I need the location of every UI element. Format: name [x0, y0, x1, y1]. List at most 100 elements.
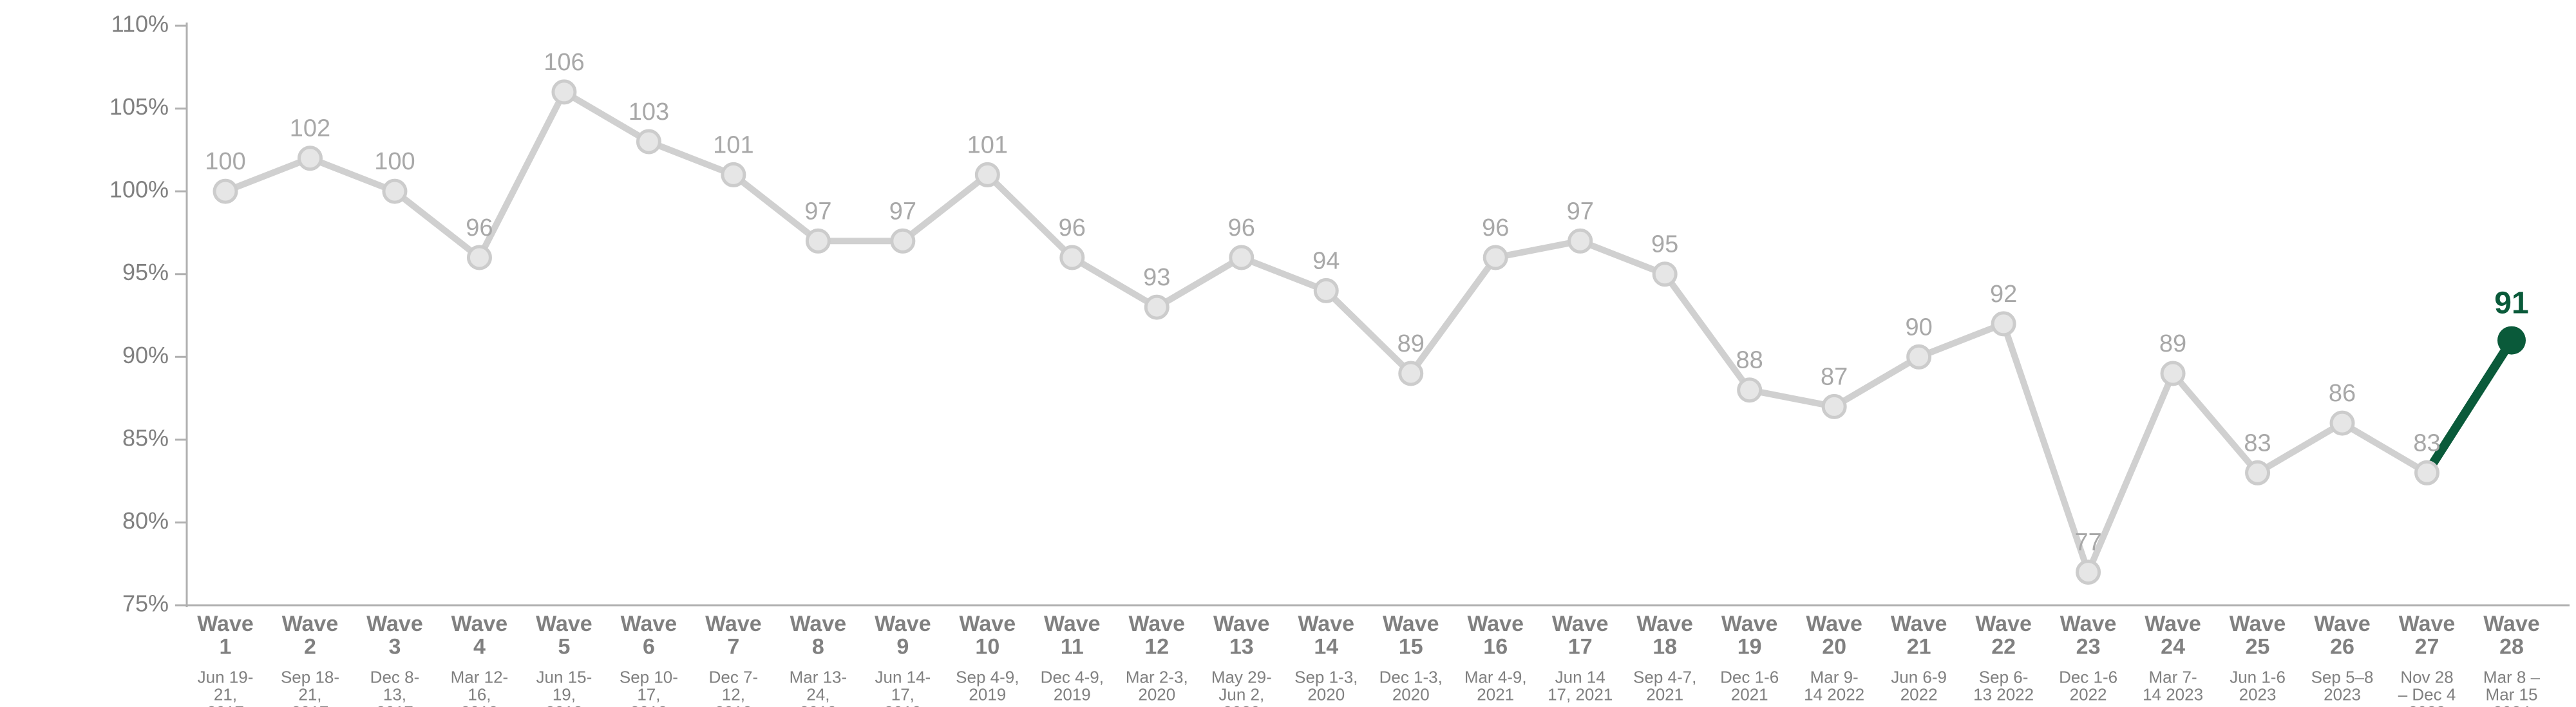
x-axis-wave-label: Wave	[790, 612, 847, 636]
wave-line-chart: 75%80%85%90%95%100%105%110%100Wave1Jun 1…	[0, 0, 2576, 707]
data-label: 96	[1482, 214, 1509, 241]
x-axis-date-label: Mar 8 –	[2483, 667, 2541, 686]
data-marker	[553, 81, 575, 103]
data-marker	[1400, 363, 1422, 384]
x-axis-wave-label: Wave	[960, 612, 1016, 636]
x-axis-date-label: 17, 2021	[1548, 685, 1613, 704]
x-axis-date-label: Sep 5–8	[2311, 667, 2374, 686]
data-label: 100	[374, 148, 415, 175]
x-axis-wave-label: Wave	[1806, 612, 1862, 636]
data-marker	[214, 180, 236, 202]
y-tick-label: 85%	[122, 424, 169, 451]
x-axis-wave-label: Wave	[875, 612, 931, 636]
x-axis-date-label: 2021	[1477, 685, 1514, 704]
x-axis-date-label: Nov 28	[2400, 667, 2453, 686]
x-axis-wave-label: Wave	[1891, 612, 1947, 636]
data-label: 89	[2159, 330, 2186, 357]
x-axis-wave-number: 14	[1314, 635, 1338, 659]
x-axis-date-label: Dec 7-	[709, 667, 759, 686]
data-marker	[1908, 346, 1930, 368]
x-axis-date-label: Sep 4-7,	[1633, 667, 1696, 686]
x-axis-date-label: 17,	[891, 685, 914, 704]
x-axis-date-label: Sep 10-	[620, 667, 678, 686]
x-axis-date-label: 2023	[2324, 685, 2361, 704]
data-marker	[1993, 313, 2014, 335]
x-axis-date-label: 2018	[715, 702, 752, 707]
x-axis-wave-number: 11	[1061, 635, 1084, 659]
x-axis-date-label: 24,	[806, 685, 829, 704]
y-tick-label: 80%	[122, 507, 169, 534]
data-marker	[892, 230, 914, 252]
x-axis-date-label: Jun 1-6	[2230, 667, 2286, 686]
data-marker	[1146, 296, 1168, 318]
data-label: 88	[1736, 347, 1763, 374]
x-axis-date-label: Dec 1-6	[1720, 667, 1779, 686]
data-marker	[2247, 462, 2269, 484]
x-axis-wave-label: Wave	[1129, 612, 1186, 636]
x-axis-wave-number: 28	[2499, 635, 2524, 659]
data-label: 97	[1567, 198, 1594, 225]
x-axis-wave-number: 26	[2330, 635, 2354, 659]
x-axis-date-label: Dec 8-	[370, 667, 420, 686]
x-axis-date-label: Sep 6-	[1979, 667, 2029, 686]
data-marker	[976, 164, 998, 185]
x-axis-wave-number: 1	[220, 635, 232, 659]
x-axis-date-label: Jun 19-	[198, 667, 254, 686]
x-axis-date-label: 2020	[1392, 685, 1430, 704]
x-axis-date-label: Mar 13-	[790, 667, 848, 686]
x-axis-wave-number: 27	[2415, 635, 2439, 659]
x-axis-date-label: Mar 9-	[1810, 667, 1859, 686]
x-axis-date-label: Jun 14-	[875, 667, 931, 686]
data-label: 100	[205, 148, 245, 175]
data-marker	[1315, 279, 1337, 301]
data-label: 89	[1397, 330, 1425, 357]
data-label: 87	[1821, 363, 1848, 390]
x-axis-wave-number: 23	[2076, 635, 2101, 659]
x-axis-date-label: 13,	[383, 685, 406, 704]
data-marker	[468, 247, 490, 269]
y-tick-label: 110%	[111, 11, 169, 37]
x-axis-wave-label: Wave	[705, 612, 762, 636]
data-label: 94	[1312, 247, 1340, 274]
x-axis-wave-number: 7	[727, 635, 739, 659]
x-axis-wave-number: 24	[2161, 635, 2185, 659]
x-axis-date-label: 2019	[884, 702, 922, 707]
x-axis-wave-label: Wave	[1975, 612, 2032, 636]
x-axis-wave-number: 12	[1144, 635, 1169, 659]
x-axis-wave-label: Wave	[1467, 612, 1524, 636]
data-label: 102	[290, 115, 330, 142]
x-axis-date-label: Mar 7-	[2149, 667, 2197, 686]
x-axis-wave-number: 18	[1653, 635, 1677, 659]
x-axis-date-label: 2018	[461, 702, 498, 707]
series-line-muted	[225, 92, 2427, 572]
data-marker	[299, 147, 321, 169]
data-label: 90	[1905, 314, 1932, 341]
x-axis-wave-label: Wave	[197, 612, 254, 636]
x-axis-date-label: May 29-	[1211, 667, 1272, 686]
x-axis-date-label: 2019	[969, 685, 1006, 704]
x-axis-wave-number: 22	[1991, 635, 2016, 659]
x-axis-wave-number: 15	[1399, 635, 1423, 659]
data-marker	[1569, 230, 1591, 252]
data-label: 101	[967, 131, 1008, 158]
chart-svg: 75%80%85%90%95%100%105%110%100Wave1Jun 1…	[0, 0, 2576, 707]
data-marker	[1654, 263, 1676, 285]
x-axis-wave-label: Wave	[1636, 612, 1693, 636]
x-axis-wave-label: Wave	[536, 612, 592, 636]
x-axis-wave-number: 25	[2246, 635, 2270, 659]
x-axis-wave-label: Wave	[2230, 612, 2286, 636]
x-axis-date-label: 2022	[1900, 685, 1938, 704]
data-label: 86	[2329, 380, 2356, 407]
data-marker	[2416, 462, 2438, 484]
x-axis-wave-label: Wave	[366, 612, 423, 636]
data-marker	[384, 180, 406, 202]
x-axis-date-label: 2020	[1138, 685, 1175, 704]
data-label: 103	[629, 99, 669, 126]
x-axis-wave-number: 3	[389, 635, 401, 659]
x-axis-date-label: 2020	[1307, 685, 1345, 704]
x-axis-wave-number: 5	[558, 635, 570, 659]
y-tick-label: 90%	[122, 342, 169, 368]
x-axis-date-label: 2020	[1223, 702, 1260, 707]
x-axis-date-label: Sep 1-3,	[1294, 667, 1358, 686]
x-axis-date-label: 16,	[468, 685, 491, 704]
